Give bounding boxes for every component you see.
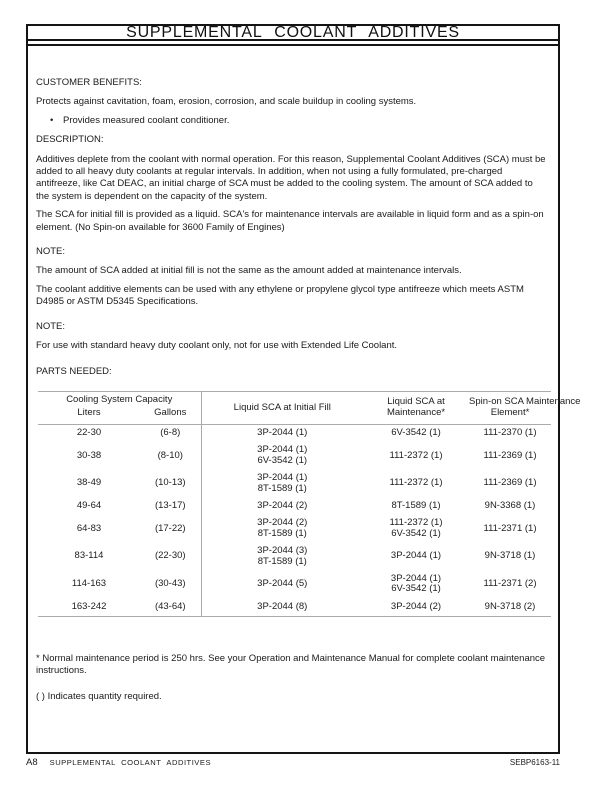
cell-initial-fill: 3P-2044 (1) 6V-3542 (1) bbox=[257, 444, 308, 466]
table-row: 114-163 (30-43) 3P-2044 (5) 3P-2044 (1) 6V-3… bbox=[38, 570, 551, 599]
note1-paragraph: The coolant additive elements can be use… bbox=[36, 283, 524, 308]
cell-maintenance: 111-2372 (1) 6V-3542 (1) bbox=[389, 517, 443, 539]
cell-spin-on: 111-2371 (1) bbox=[483, 522, 537, 534]
cell-liters: 64-83 bbox=[76, 522, 102, 534]
cell-initial-fill: 3P-2044 (2) 8T-1589 (1) bbox=[257, 517, 308, 539]
cell-liters: 38-49 bbox=[76, 477, 102, 489]
col-spin-on: Spin-on SCA Maintenance Element* bbox=[469, 396, 581, 419]
parts-table-header: Cooling System Capacity Liquid SCA at In… bbox=[38, 391, 581, 424]
cell-maintenance: 3P-2044 (2) bbox=[390, 600, 442, 612]
cell-maintenance: 111-2372 (1) bbox=[389, 449, 443, 461]
cell-spin-on: 111-2370 (1) bbox=[483, 427, 537, 438]
cell-maintenance: 111-2372 (1) bbox=[389, 477, 443, 489]
cell-maintenance: 3P-2044 (1) bbox=[390, 550, 442, 562]
cell-spin-on: 9N-3718 (2) bbox=[484, 600, 536, 612]
parts-needed-heading: PARTS NEEDED: bbox=[36, 365, 112, 377]
col-cooling-system-capacity: Cooling System Capacity bbox=[38, 391, 202, 408]
col-initial-fill: Liquid SCA at Initial Fill bbox=[233, 401, 331, 413]
cell-liters: 22-30 bbox=[76, 427, 102, 438]
cell-liters: 49-64 bbox=[76, 500, 102, 512]
cell-initial-fill: 3P-2044 (3) 8T-1589 (1) bbox=[257, 545, 308, 567]
cell-gallons: (8-10) bbox=[140, 441, 202, 470]
footnote-maintenance-period: * Normal maintenance period is 250 hrs. … bbox=[36, 652, 546, 677]
table-row: 30-38 (8-10) 3P-2044 (1) 6V-3542 (1) 111-237… bbox=[38, 441, 551, 470]
note2-heading: NOTE: bbox=[36, 320, 66, 332]
col-liters: Liters bbox=[77, 406, 101, 418]
footer-page-number: A8 bbox=[26, 757, 38, 768]
cell-gallons: (22-30) bbox=[140, 542, 202, 571]
cell-liters: 114-163 bbox=[71, 578, 107, 590]
customer-benefits-intro: Protects against cavitation, foam, erosi… bbox=[36, 96, 417, 108]
table-row: 38-49 (10-13) 3P-2044 (1) 8T-1589 (1) 111-23… bbox=[38, 469, 551, 498]
parts-table-body: 22-30 (6-8) 3P-2044 (1) 6V-3542 (1) 111-2370… bbox=[38, 424, 551, 617]
customer-benefits-heading: CUSTOMER BENEFITS: bbox=[36, 77, 142, 88]
cell-spin-on: 111-2369 (1) bbox=[483, 477, 537, 489]
cell-initial-fill: 3P-2044 (1) bbox=[257, 427, 308, 438]
cell-maintenance: 3P-2044 (1) 6V-3542 (1) bbox=[390, 573, 442, 595]
cell-gallons: (10-13) bbox=[140, 469, 202, 498]
parts-table: Cooling System Capacity Liquid SCA at In… bbox=[38, 390, 581, 617]
cell-gallons: (30-43) bbox=[140, 570, 202, 599]
cell-initial-fill: 3P-2044 (1) 8T-1589 (1) bbox=[257, 472, 308, 494]
cell-liters: 83-114 bbox=[74, 550, 104, 562]
bullet-icon: • bbox=[50, 114, 54, 126]
cell-spin-on: 9N-3718 (1) bbox=[484, 550, 536, 562]
table-row: 83-114 (22-30) 3P-2044 (3) 8T-1589 (1) 3P-20… bbox=[38, 542, 551, 571]
cell-spin-on: 111-2369 (1) bbox=[483, 449, 537, 461]
cell-liters: 163-242 bbox=[71, 600, 107, 612]
col-gallons: Gallons bbox=[140, 407, 202, 424]
page-title: SUPPLEMENTAL COOLANT ADDITIVES bbox=[28, 25, 558, 41]
table-row: 49-64 (13-17) 3P-2044 (2) 8T-1589 (1) 9N-336… bbox=[38, 497, 551, 515]
footer-left: A8 SUPPLEMENTAL COOLANT ADDITIVES bbox=[26, 757, 211, 768]
cell-initial-fill: 3P-2044 (8) bbox=[257, 600, 308, 612]
page-content: CUSTOMER BENEFITS: Protects against cavi… bbox=[28, 46, 581, 703]
note1-heading: NOTE: bbox=[36, 246, 66, 258]
col-maintenance: Liquid SCA at Maintenance* bbox=[386, 396, 446, 419]
cell-maintenance: 6V-3542 (1) bbox=[391, 427, 441, 438]
cell-spin-on: 9N-3368 (1) bbox=[484, 500, 536, 512]
note1-paragraph: The amount of SCA added at initial fill … bbox=[36, 265, 462, 277]
benefit-bullet-item: • Provides measured coolant conditioner. bbox=[50, 115, 548, 127]
cell-gallons: (6-8) bbox=[140, 424, 202, 442]
footnote-quantity: ( ) Indicates quantity required. bbox=[36, 690, 162, 702]
page-frame: SUPPLEMENTAL COOLANT ADDITIVES CUSTOMER … bbox=[26, 24, 581, 754]
description-paragraph: The SCA for initial fill is provided as … bbox=[36, 209, 544, 233]
benefit-bullet-text: Provides measured coolant conditioner. bbox=[63, 114, 230, 126]
footer-title: SUPPLEMENTAL COOLANT ADDITIVES bbox=[49, 758, 212, 767]
cell-liters: 30-38 bbox=[76, 449, 102, 461]
cell-gallons: (43-64) bbox=[140, 598, 202, 617]
cell-initial-fill: 3P-2044 (2) bbox=[257, 500, 308, 512]
title-divider bbox=[28, 41, 558, 46]
cell-gallons: (13-17) bbox=[140, 497, 202, 515]
page-footer: A8 SUPPLEMENTAL COOLANT ADDITIVES SEBP61… bbox=[26, 757, 560, 768]
table-row: 22-30 (6-8) 3P-2044 (1) 6V-3542 (1) 111-2370… bbox=[38, 424, 551, 442]
table-row: 163-242 (43-64) 3P-2044 (8) 3P-2044 (2) 9N-3… bbox=[38, 598, 551, 617]
table-row: 64-83 (17-22) 3P-2044 (2) 8T-1589 (1) 111-23… bbox=[38, 514, 551, 543]
footer-doc-code: SEBP6163-11 bbox=[509, 758, 560, 767]
cell-gallons: (17-22) bbox=[140, 514, 202, 543]
cell-initial-fill: 3P-2044 (5) bbox=[257, 578, 308, 590]
cell-maintenance: 8T-1589 (1) bbox=[391, 500, 441, 512]
cell-spin-on: 111-2371 (2) bbox=[483, 578, 537, 590]
description-paragraph: Additives deplete from the coolant with … bbox=[36, 153, 546, 202]
footnotes: * Normal maintenance period is 250 hrs. … bbox=[36, 653, 548, 703]
description-heading: DESCRIPTION: bbox=[36, 134, 104, 146]
note2-paragraph: For use with standard heavy duty coolant… bbox=[36, 340, 398, 352]
